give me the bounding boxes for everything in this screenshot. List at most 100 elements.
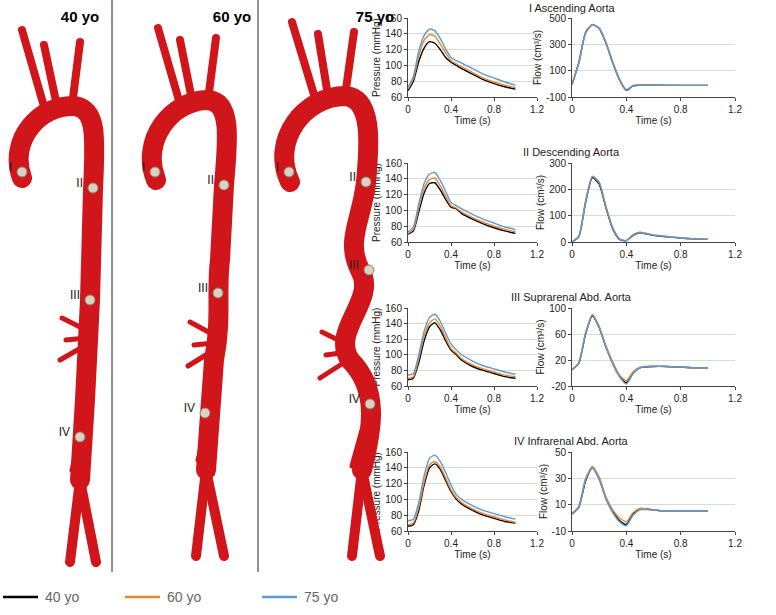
svg-text:500: 500: [549, 13, 566, 24]
svg-text:Time (s): Time (s): [635, 404, 671, 415]
svg-text:I: I: [9, 160, 12, 174]
svg-text:100: 100: [385, 494, 402, 505]
svg-text:0.8: 0.8: [674, 249, 688, 260]
svg-text:Pressure (mmHg): Pressure (mmHg): [371, 163, 382, 242]
svg-text:IV: IV: [349, 392, 360, 406]
svg-text:II: II: [207, 173, 214, 187]
svg-text:IV Infrarenal Abd. Aorta: IV Infrarenal Abd. Aorta: [514, 435, 629, 447]
svg-text:60 yo: 60 yo: [213, 8, 251, 25]
svg-text:Time (s): Time (s): [454, 115, 490, 126]
svg-text:0.8: 0.8: [487, 249, 501, 260]
svg-text:120: 120: [385, 334, 402, 345]
svg-text:60: 60: [391, 381, 403, 392]
svg-text:0: 0: [569, 538, 575, 549]
svg-text:80: 80: [391, 221, 403, 232]
svg-text:160: 160: [385, 13, 402, 24]
svg-text:IV: IV: [59, 425, 70, 439]
svg-text:0.8: 0.8: [487, 393, 501, 404]
svg-text:Time (s): Time (s): [454, 404, 490, 415]
svg-text:30: 30: [555, 473, 567, 484]
svg-text:III: III: [198, 281, 208, 295]
svg-text:60: 60: [391, 237, 403, 248]
svg-text:0.4: 0.4: [444, 249, 458, 260]
svg-text:0.4: 0.4: [619, 393, 633, 404]
svg-text:1.2: 1.2: [728, 104, 742, 115]
svg-text:300: 300: [549, 158, 566, 169]
svg-text:0: 0: [405, 393, 411, 404]
svg-text:1.2: 1.2: [728, 393, 742, 404]
svg-text:80: 80: [391, 510, 403, 521]
svg-text:IV: IV: [184, 401, 195, 415]
svg-text:II: II: [349, 170, 356, 184]
svg-text:60: 60: [391, 526, 403, 537]
svg-text:75 yo: 75 yo: [356, 8, 394, 25]
svg-text:60: 60: [555, 329, 567, 340]
svg-text:0: 0: [560, 237, 566, 248]
svg-text:Time (s): Time (s): [454, 549, 490, 560]
svg-text:Flow (cm³/s): Flow (cm³/s): [535, 320, 546, 375]
svg-text:80: 80: [391, 365, 403, 376]
svg-text:160: 160: [385, 158, 402, 169]
svg-text:0.8: 0.8: [487, 538, 501, 549]
svg-text:0.4: 0.4: [444, 104, 458, 115]
svg-text:III Suprarenal Abd. Aorta: III Suprarenal Abd. Aorta: [511, 291, 632, 303]
svg-text:60: 60: [391, 92, 403, 103]
svg-text:100: 100: [549, 210, 566, 221]
svg-text:1.2: 1.2: [728, 249, 742, 260]
svg-text:140: 140: [385, 28, 402, 39]
svg-text:60 yo: 60 yo: [167, 589, 201, 605]
svg-text:1.2: 1.2: [728, 538, 742, 549]
svg-text:300: 300: [549, 39, 566, 50]
svg-text:II Descending Aorta: II Descending Aorta: [523, 146, 620, 158]
svg-text:0.4: 0.4: [444, 538, 458, 549]
svg-text:1.2: 1.2: [530, 249, 544, 260]
svg-text:120: 120: [385, 44, 402, 55]
svg-text:Time (s): Time (s): [454, 260, 490, 271]
svg-text:-100: -100: [546, 92, 566, 103]
svg-text:40 yo: 40 yo: [45, 589, 79, 605]
svg-text:1.2: 1.2: [530, 104, 544, 115]
svg-text:I: I: [276, 160, 279, 174]
svg-text:120: 120: [385, 189, 402, 200]
svg-text:I: I: [142, 160, 145, 174]
svg-text:160: 160: [385, 303, 402, 314]
svg-text:100: 100: [385, 349, 402, 360]
svg-text:0: 0: [569, 393, 575, 404]
svg-text:100: 100: [385, 205, 402, 216]
svg-text:0: 0: [405, 538, 411, 549]
svg-text:140: 140: [385, 173, 402, 184]
svg-text:1.2: 1.2: [530, 538, 544, 549]
svg-text:100: 100: [385, 60, 402, 71]
svg-text:III: III: [70, 288, 80, 302]
svg-text:Pressure (mmHg): Pressure (mmHg): [371, 452, 382, 531]
svg-text:-10: -10: [552, 526, 567, 537]
svg-text:Flow (cm³/s): Flow (cm³/s): [535, 175, 546, 230]
svg-text:Flow (cm³/s): Flow (cm³/s): [532, 30, 543, 85]
svg-text:0.4: 0.4: [619, 104, 633, 115]
svg-text:Time (s): Time (s): [635, 115, 671, 126]
svg-text:40 yo: 40 yo: [61, 8, 99, 25]
svg-text:Flow (cm³/s): Flow (cm³/s): [538, 464, 549, 519]
svg-text:100: 100: [549, 303, 566, 314]
svg-text:0: 0: [569, 249, 575, 260]
svg-text:50: 50: [555, 447, 567, 458]
svg-text:Pressure (mmHg): Pressure (mmHg): [371, 18, 382, 97]
svg-text:10: 10: [555, 499, 567, 510]
svg-text:20: 20: [555, 355, 567, 366]
svg-text:80: 80: [391, 76, 403, 87]
svg-text:0.4: 0.4: [619, 249, 633, 260]
svg-text:Time (s): Time (s): [635, 549, 671, 560]
svg-text:-20: -20: [552, 381, 567, 392]
svg-text:0.4: 0.4: [444, 393, 458, 404]
svg-text:140: 140: [385, 318, 402, 329]
svg-text:0.8: 0.8: [674, 104, 688, 115]
svg-text:I Ascending Aorta: I Ascending Aorta: [529, 2, 615, 14]
svg-text:0: 0: [405, 249, 411, 260]
svg-text:0.8: 0.8: [674, 538, 688, 549]
svg-text:Time (s): Time (s): [635, 260, 671, 271]
svg-text:0.4: 0.4: [619, 538, 633, 549]
svg-text:0.8: 0.8: [487, 104, 501, 115]
svg-text:0: 0: [569, 104, 575, 115]
svg-text:100: 100: [549, 65, 566, 76]
svg-text:Pressure (mmHg): Pressure (mmHg): [371, 308, 382, 387]
